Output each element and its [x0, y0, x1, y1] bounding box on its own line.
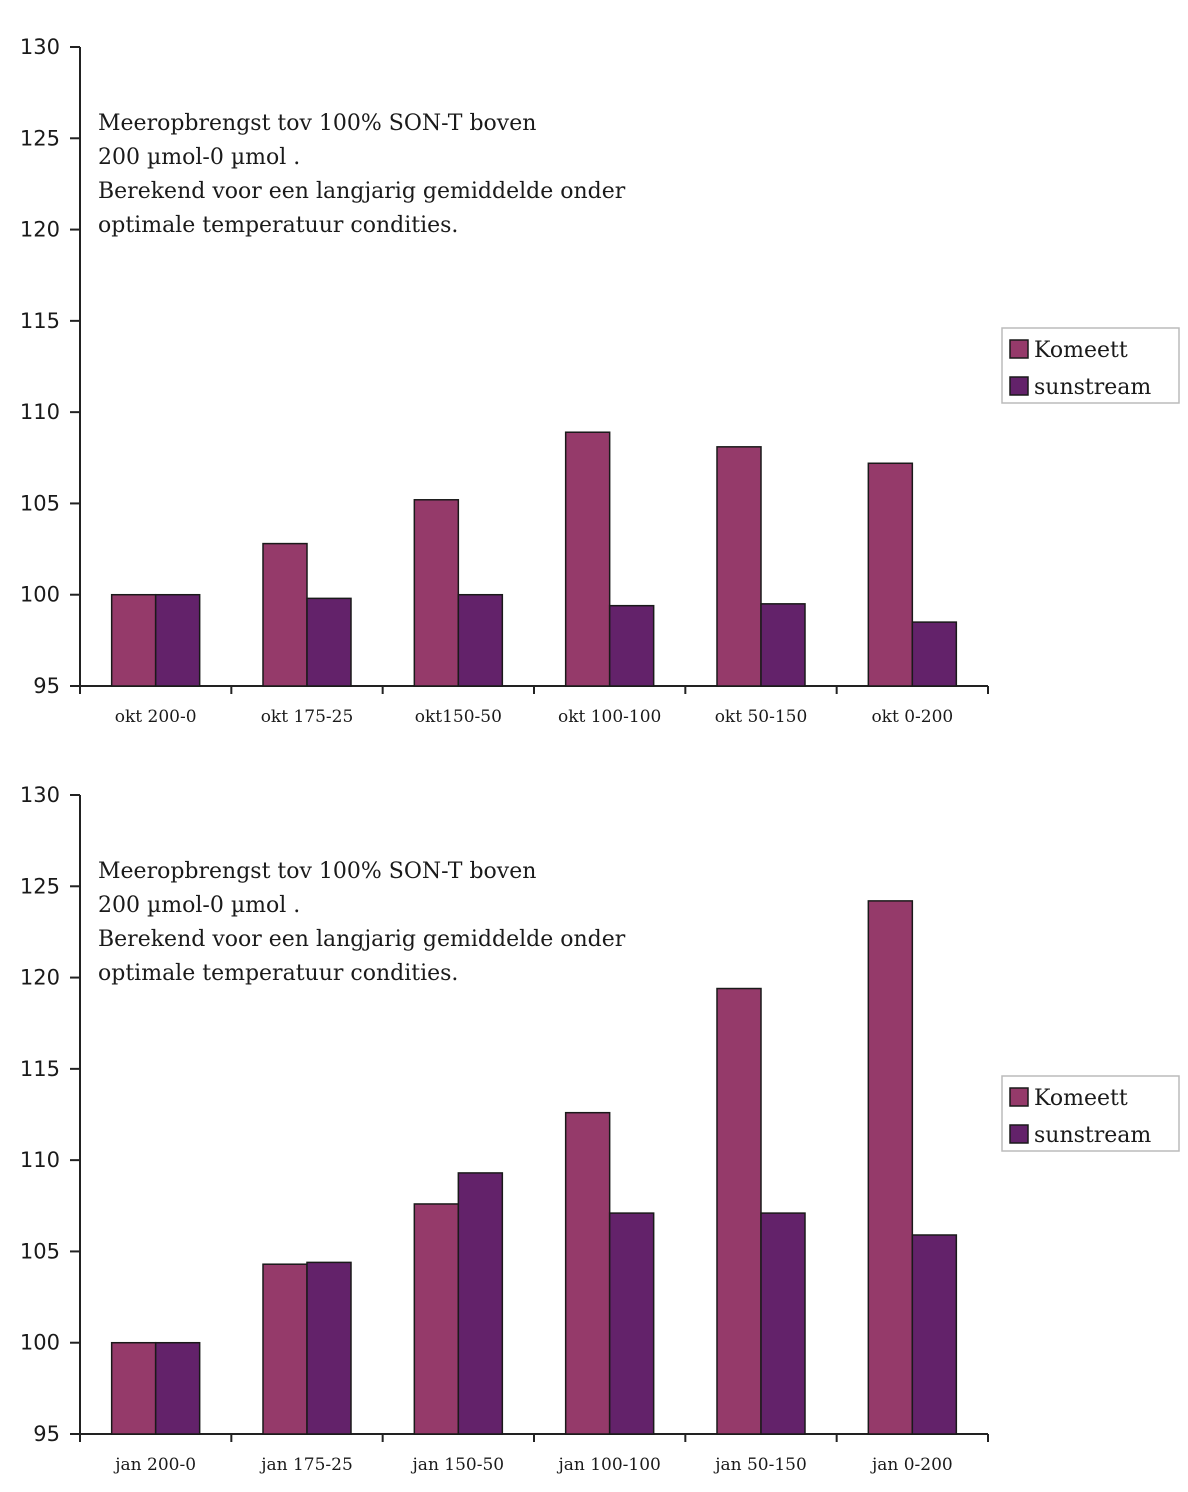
category-label: jan 150-50 — [411, 1455, 505, 1475]
bar-sunstream-1 — [154, 593, 201, 687]
y-tick-label: 105 — [20, 1239, 60, 1263]
category-label: okt 175-25 — [261, 707, 354, 727]
y-tick-label: 100 — [20, 583, 60, 607]
y-tick-label: 110 — [20, 1148, 60, 1172]
bar-komeett-2 — [262, 1263, 308, 1435]
annotation-line: Meeropbrengst tov 100% SON-T boven — [98, 111, 536, 136]
bar-komeett-1 — [110, 593, 157, 687]
category-label: jan 50-150 — [713, 1455, 807, 1475]
bar-komeett-5 — [716, 987, 762, 1435]
legend-swatch-komeett — [1009, 1087, 1029, 1107]
category-label: okt150-50 — [415, 707, 502, 727]
annotation-line: Berekend voor een langjarig gemiddelde o… — [98, 927, 626, 952]
y-tick-label: 130 — [20, 783, 60, 807]
annotation-line: Berekend voor een langjarig gemiddelde o… — [98, 179, 626, 204]
annotation-line: 200 µmol-0 µmol . — [98, 145, 300, 170]
y-tick-label: 105 — [20, 491, 60, 515]
y-tick-label: 125 — [20, 874, 60, 898]
bar-komeett-1 — [110, 1341, 157, 1435]
chart-okt: 95 100 105 110 115 120 125 130 okt 200-0 okt 175-… — [0, 0, 1188, 744]
legend-box — [1001, 1075, 1180, 1152]
category-label: okt 0-200 — [871, 707, 953, 727]
bar-sunstream-6 — [911, 621, 958, 687]
bar-sunstream-5 — [760, 603, 806, 687]
bar-komeett-3 — [413, 499, 460, 687]
legend-label-komeett: Komeett — [1034, 1086, 1128, 1111]
annotation-line: Meeropbrengst tov 100% SON-T boven — [98, 859, 536, 884]
bar-komeett-5 — [716, 446, 762, 687]
category-label: jan 175-25 — [259, 1455, 353, 1475]
chart-jan-svg: 95 100 105 110 115 120 125 130 jan 200-0 jan 175-… — [20, 783, 1180, 1475]
bar-komeett-6 — [867, 462, 914, 687]
bar-sunstream-3 — [457, 593, 504, 687]
y-tick-label: 95 — [33, 674, 60, 698]
bar-sunstream-6 — [911, 1234, 958, 1435]
bar-komeett-4 — [564, 431, 611, 687]
bar-sunstream-4 — [608, 1212, 655, 1435]
category-label: jan 200-0 — [113, 1455, 196, 1475]
chart-okt-svg: 95 100 105 110 115 120 125 130 okt 200-0 okt 175-… — [20, 35, 1180, 727]
category-label: okt 100-100 — [558, 707, 661, 727]
legend-box — [1001, 327, 1180, 404]
bar-komeett-4 — [564, 1111, 611, 1435]
y-tick-label: 115 — [20, 1057, 60, 1081]
y-tick-label: 120 — [20, 966, 60, 990]
category-label: jan 0-200 — [870, 1455, 953, 1475]
legend-swatch-sunstream — [1009, 1124, 1029, 1144]
category-label: okt 200-0 — [115, 707, 197, 727]
y-tick-label: 125 — [20, 126, 60, 150]
bar-sunstream-5 — [760, 1212, 806, 1435]
y-tick-label: 115 — [20, 309, 60, 333]
bar-komeett-2 — [262, 542, 308, 687]
bar-sunstream-2 — [306, 597, 352, 687]
y-tick-label: 120 — [20, 218, 60, 242]
annotation-line: 200 µmol-0 µmol . — [98, 893, 300, 918]
y-tick-label: 130 — [20, 35, 60, 59]
annotation-line: optimale temperatuur condities. — [98, 961, 458, 986]
chart-jan: 95 100 105 110 115 120 125 130 jan 200-0 jan 175-… — [0, 748, 1188, 1492]
bar-sunstream-1 — [154, 1341, 201, 1435]
y-tick-label: 95 — [33, 1422, 60, 1446]
legend-label-sunstream: sunstream — [1034, 375, 1151, 400]
legend-swatch-sunstream — [1009, 376, 1029, 396]
annotation-line: optimale temperatuur condities. — [98, 213, 458, 238]
legend-swatch-komeett — [1009, 339, 1029, 359]
category-label: jan 100-100 — [556, 1455, 660, 1475]
y-tick-label: 110 — [20, 400, 60, 424]
bar-sunstream-3 — [457, 1172, 504, 1435]
bar-komeett-3 — [413, 1203, 460, 1435]
legend-label-sunstream: sunstream — [1034, 1123, 1151, 1148]
y-tick-label: 100 — [20, 1331, 60, 1355]
bar-komeett-6 — [867, 900, 914, 1435]
bar-sunstream-4 — [608, 604, 655, 687]
bar-sunstream-2 — [306, 1261, 352, 1435]
legend-label-komeett: Komeett — [1034, 338, 1128, 363]
category-label: okt 50-150 — [715, 707, 808, 727]
